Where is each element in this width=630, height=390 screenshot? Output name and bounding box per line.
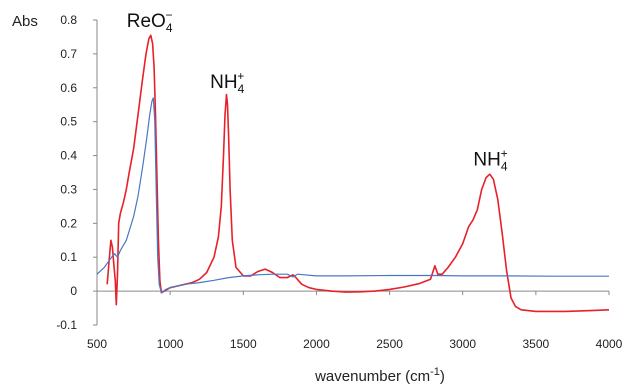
x-axis-title: wavenumber (cm-1) [314, 366, 445, 385]
x-tick-label: 1500 [230, 337, 257, 351]
x-tick-label: 2500 [376, 337, 403, 351]
y-tick-label: 0.4 [60, 149, 77, 163]
y-tick-label: 0.3 [60, 182, 77, 196]
x-axis-title-main: wavenumber (cm [314, 368, 430, 385]
series-line-2 [96, 97, 609, 294]
x-tick-label: 3500 [523, 337, 550, 351]
y-tick-label: 0.1 [60, 250, 77, 264]
peak-label-2: NH4+ [210, 69, 244, 96]
series-line-1 [106, 34, 610, 313]
annotations: ReO4− NH4+ NH4+ [127, 8, 508, 174]
x-tick-label: 500 [87, 337, 107, 351]
peak-label-3: NH4+ [473, 147, 507, 174]
peak-label-text: ReO4− [127, 8, 173, 35]
x-axis-title-exponent: -1 [430, 366, 440, 378]
y-tick-label: 0.5 [60, 115, 77, 129]
y-tick-label: 0.8 [60, 13, 77, 27]
y-tick-label: 0 [70, 284, 77, 298]
peak-label-text: NH4+ [210, 69, 244, 96]
x-tick-label: 2000 [303, 337, 330, 351]
series-group [96, 34, 610, 313]
x-tick-label: 4000 [596, 337, 623, 351]
y-tick-label: 0.7 [60, 47, 77, 61]
axes: -0.1 0 0.1 0.2 0.3 0.4 0.5 0.6 0.7 0.8 500 1000 1500… [56, 13, 622, 351]
x-axis-title-close: ) [440, 368, 445, 385]
x-tick-label: 3000 [449, 337, 476, 351]
y-axis-title: Abs [12, 13, 38, 30]
y-tick-label: 0.2 [60, 216, 77, 230]
peak-label-text: NH4+ [473, 147, 507, 174]
x-tick-label: 1000 [157, 337, 184, 351]
y-tick-label: 0.6 [60, 81, 77, 95]
peak-label-1: ReO4− [127, 8, 173, 35]
y-tick-label: -0.1 [56, 318, 77, 332]
